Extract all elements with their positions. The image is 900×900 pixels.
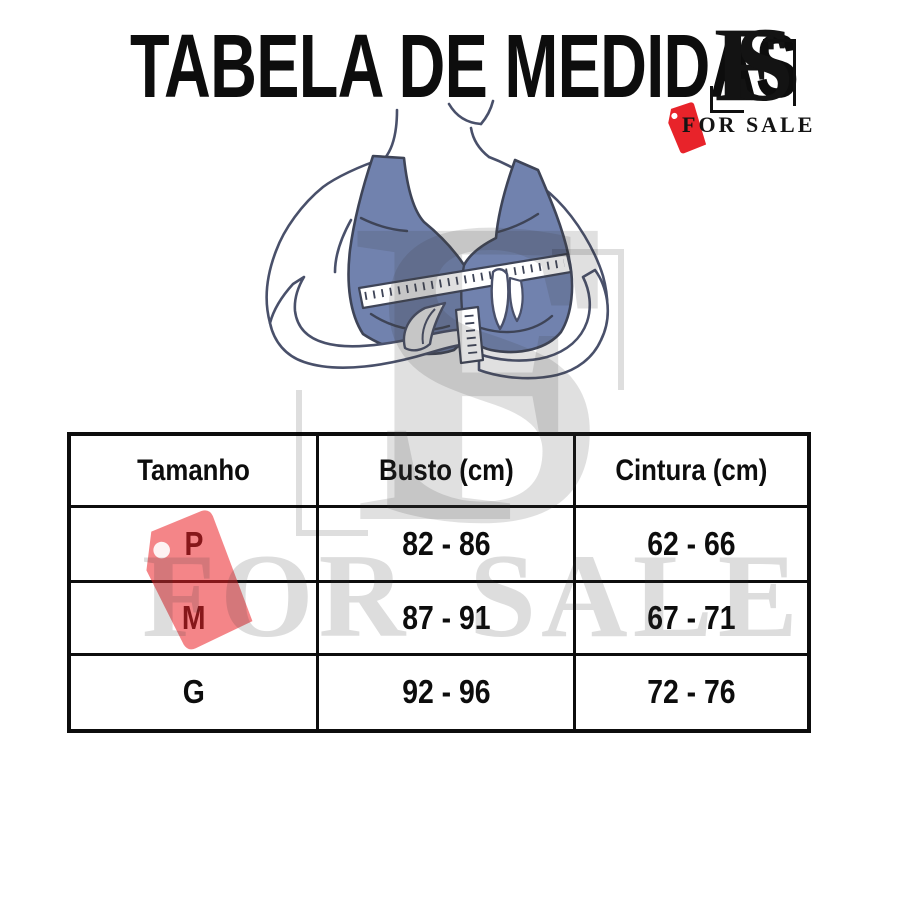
neck-line	[383, 108, 399, 160]
brand-logo: FS FOR SALE	[664, 12, 844, 154]
size-g: G	[71, 655, 320, 729]
neck-right-line	[469, 126, 491, 159]
right-hand-index-finger	[490, 268, 510, 331]
col-header-tamanho: Tamanho	[71, 436, 320, 509]
bust-measuring-illustration	[265, 99, 610, 380]
bracket-bottom-left	[710, 86, 744, 113]
left-armpit	[333, 218, 353, 274]
waist-m: 67 - 71	[575, 583, 807, 656]
price-tag-icon	[668, 102, 707, 154]
col-header-cintura: Cintura (cm)	[575, 436, 807, 509]
tape-ticks	[364, 259, 565, 300]
size-table: Tamanho Busto (cm) Cintura (cm) P 82 - 8…	[67, 432, 811, 733]
waist-p: 62 - 66	[575, 508, 807, 583]
chin-line	[447, 102, 483, 126]
bust-p: 82 - 86	[319, 508, 576, 583]
bra-seam-right	[496, 212, 540, 234]
bra-underwire-right	[479, 314, 554, 334]
col-header-busto: Busto (cm)	[319, 436, 576, 509]
bust-m: 87 - 91	[319, 582, 576, 656]
left-shoulder-arm	[265, 156, 387, 325]
brand-tagline: FOR SALE	[682, 112, 816, 137]
right-hand-second-finger	[508, 276, 524, 323]
bra-seam-left	[359, 216, 409, 233]
jaw-line	[479, 99, 495, 126]
size-m: M	[71, 582, 320, 656]
bracket-top-right	[763, 39, 796, 106]
left-hand-finger-line	[421, 308, 436, 345]
bust-g: 92 - 96	[319, 655, 576, 729]
page-title: TABELA DE MEDIDAS	[130, 17, 799, 117]
size-p: P	[71, 508, 320, 583]
waist-g: 72 - 76	[647, 673, 736, 711]
tape-tail	[454, 305, 485, 365]
right-forearm	[477, 268, 610, 380]
